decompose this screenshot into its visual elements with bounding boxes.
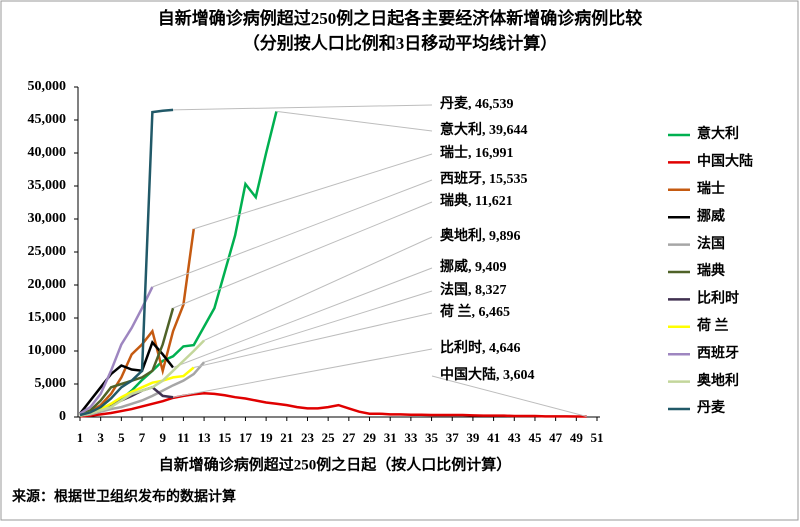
legend-label: 中国大陆 — [697, 153, 753, 170]
x-tick-label: 47 — [549, 430, 563, 445]
chart-title: 自新增确诊病例超过250例之日起各主要经济体新增确诊病例比较 — [158, 8, 643, 28]
y-tick-label: 25,000 — [28, 244, 67, 259]
end-label: 挪威, 9,409 — [440, 258, 507, 275]
leader-line — [152, 179, 433, 288]
end-label: 西班牙, 15,535 — [440, 170, 528, 187]
y-tick-label: 35,000 — [28, 178, 67, 193]
leader-line — [276, 110, 433, 132]
y-tick-label: 45,000 — [28, 112, 67, 127]
x-tick-label: 7 — [139, 430, 146, 445]
leader-line — [193, 153, 433, 230]
legend-label: 奥地利 — [697, 372, 739, 389]
y-tick-label: 10,000 — [28, 343, 67, 358]
x-tick-label: 43 — [508, 430, 522, 445]
y-tick-label: 50,000 — [28, 79, 67, 94]
legend-label: 西班牙 — [697, 344, 739, 361]
end-label: 瑞士, 16,991 — [440, 144, 514, 161]
legend-label: 瑞士 — [697, 180, 725, 197]
end-label: 荷 兰, 6,465 — [439, 303, 510, 320]
chart-subtitle: （分别按人口比例和3日移动平均线计算） — [243, 33, 558, 53]
x-tick-label: 5 — [118, 430, 125, 445]
x-tick-label: 13 — [198, 430, 212, 445]
series-line — [79, 361, 206, 417]
y-tick-label: 15,000 — [28, 310, 67, 325]
x-tick-label: 19 — [260, 430, 274, 445]
legend-label: 比利时 — [697, 290, 739, 307]
x-tick-label: 17 — [239, 430, 253, 445]
y-tick-label: 40,000 — [28, 145, 67, 160]
leader-line — [173, 104, 433, 111]
series-line — [79, 307, 175, 417]
end-label: 瑞典, 11,621 — [440, 192, 513, 209]
x-tick-label: 9 — [159, 430, 166, 445]
series-line — [79, 339, 205, 417]
x-tick-label: 31 — [384, 430, 397, 445]
end-label: 奥地利, 9,896 — [440, 227, 521, 244]
legend-label: 意大利 — [697, 125, 739, 142]
series-line — [79, 286, 154, 415]
x-tick-label: 45 — [528, 430, 542, 445]
leader-line — [203, 290, 433, 363]
x-tick-label: 37 — [446, 430, 460, 445]
x-axis-title: 自新增确诊病例超过250例之日起（按人口比例计算） — [159, 455, 512, 473]
y-tick-label: 30,000 — [28, 211, 67, 226]
leader-line — [431, 375, 587, 417]
x-tick-label: 35 — [425, 430, 439, 445]
series-line — [79, 340, 175, 415]
legend-label: 瑞典 — [697, 262, 725, 279]
x-tick-label: 33 — [404, 430, 418, 445]
source: 来源：根据世卫组织发布的数据计算 — [11, 488, 236, 505]
x-tick-label: 11 — [177, 430, 189, 445]
x-tick-label: 25 — [322, 430, 336, 445]
y-tick-label: 5,000 — [35, 376, 67, 391]
leader-line — [172, 348, 433, 398]
y-tick-label: 20,000 — [28, 277, 67, 292]
x-tick-label: 15 — [218, 430, 232, 445]
y-tick-label: 0 — [59, 409, 66, 424]
x-tick-label: 21 — [280, 430, 293, 445]
x-tick-label: 27 — [342, 430, 356, 445]
legend-label: 丹麦 — [697, 399, 726, 416]
end-label: 意大利, 39,644 — [440, 121, 528, 138]
x-tick-label: 29 — [363, 430, 377, 445]
x-tick-label: 41 — [487, 430, 500, 445]
leader-line — [172, 201, 433, 309]
x-tick-label: 49 — [570, 430, 584, 445]
x-tick-label: 23 — [301, 430, 315, 445]
x-tick-label: 51 — [591, 430, 604, 445]
legend-label: 挪威 — [697, 207, 725, 224]
legend-label: 荷 兰 — [696, 317, 729, 334]
leader-line — [203, 236, 433, 341]
x-tick-label: 39 — [466, 430, 480, 445]
leader-line — [172, 267, 433, 368]
end-label: 比利时, 4,646 — [440, 339, 521, 356]
end-label: 法国, 8,327 — [440, 281, 507, 298]
end-label: 中国大陆, 3,604 — [440, 366, 535, 383]
series-line — [79, 108, 174, 417]
end-label: 丹麦, 46,539 — [440, 95, 514, 112]
series-line — [79, 391, 587, 418]
x-tick-label: 1 — [77, 430, 84, 445]
series-line — [79, 366, 195, 417]
x-tick-label: 3 — [97, 430, 104, 445]
legend-label: 法国 — [697, 235, 725, 252]
leader-line — [193, 312, 433, 368]
series-line — [79, 228, 195, 417]
